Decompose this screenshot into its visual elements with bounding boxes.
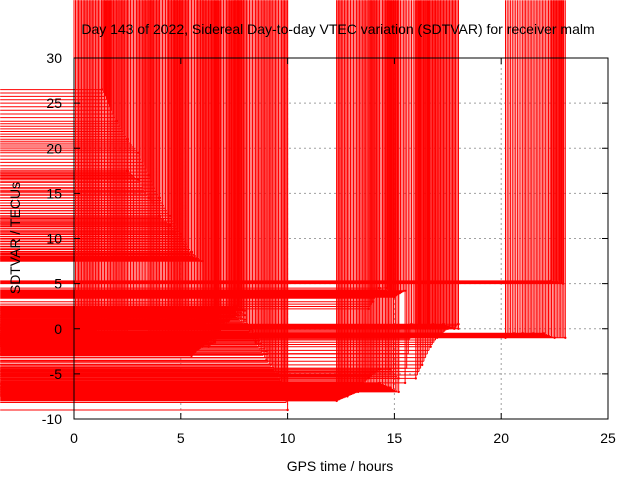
x-tick-label: 0: [70, 430, 78, 446]
data-point: [561, 282, 565, 285]
chart-title: Day 143 of 2022, Sidereal Day-to-day VTE…: [81, 21, 594, 37]
data-point: [243, 309, 247, 312]
data-point: [356, 390, 360, 394]
y-tick-label: 25: [46, 95, 62, 111]
data-point: [371, 300, 375, 303]
series-arc-6: [0, 0, 407, 311]
y-tick-label: -5: [50, 366, 63, 382]
y-tick-label: 0: [54, 321, 62, 337]
data-point: [286, 408, 289, 412]
y-tick-label: 30: [46, 50, 62, 66]
data-point: [335, 399, 338, 403]
data-point: [421, 363, 424, 367]
data-point: [542, 332, 546, 335]
data-point: [367, 307, 370, 311]
ticks: 0 5 10 15 20 25 -10 -5 0 5 10 15 20 25 30: [42, 50, 616, 446]
data-point: [414, 377, 417, 380]
data-series: [0, 0, 567, 412]
data-point: [429, 345, 432, 348]
x-axis-label: GPS time / hours: [287, 458, 394, 474]
data-point: [410, 323, 413, 326]
data-point: [393, 296, 396, 299]
data-point: [403, 381, 407, 385]
series-arc-8: [0, 0, 567, 339]
data-point: [388, 386, 392, 389]
data-point: [553, 336, 556, 339]
data-point: [190, 354, 193, 357]
data-point: [446, 327, 449, 330]
data-point: [228, 314, 232, 317]
data-point: [555, 280, 558, 283]
y-tick-label: 5: [54, 276, 62, 292]
x-tick-label: 15: [387, 430, 403, 446]
y-tick-label: 20: [46, 140, 62, 156]
x-tick-label: 25: [600, 430, 616, 446]
y-tick-label: 15: [46, 185, 62, 201]
series-arc-5-b: [0, 0, 400, 403]
data-point: [346, 395, 349, 398]
x-tick-label: 10: [280, 430, 296, 446]
data-point: [243, 318, 247, 321]
y-axis-label: SDTVAR / TECUs: [7, 182, 23, 294]
data-point: [397, 390, 400, 394]
data-point: [532, 332, 535, 335]
data-point: [512, 332, 516, 335]
x-tick-label: 20: [493, 430, 509, 446]
x-tick-label: 5: [177, 430, 185, 446]
data-point: [378, 286, 381, 290]
data-point: [384, 286, 388, 290]
data-point: [457, 327, 460, 330]
data-point: [367, 386, 370, 389]
data-point: [504, 336, 507, 339]
series-arc-9: [0, 0, 565, 285]
y-tick-label: -10: [42, 411, 62, 427]
data-point: [521, 332, 524, 335]
y-tick-label: 10: [46, 231, 62, 247]
data-point: [564, 336, 567, 339]
data-point: [549, 279, 552, 283]
